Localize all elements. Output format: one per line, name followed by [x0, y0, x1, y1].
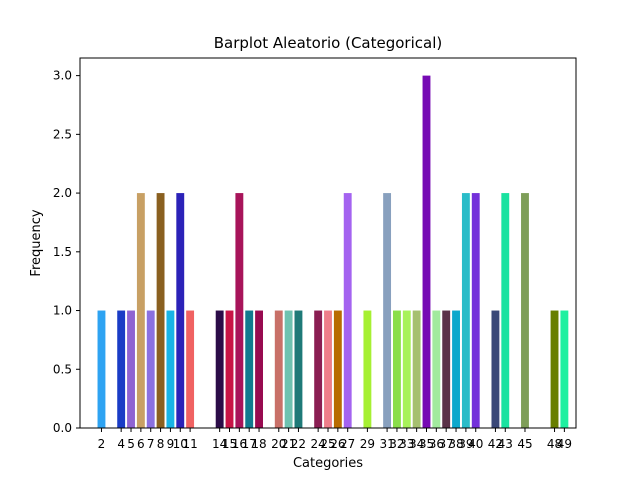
- x-tick-label-18: 18: [251, 437, 266, 451]
- bar-17: [245, 310, 254, 428]
- y-tick-label-0.5: 0.5: [53, 362, 72, 376]
- x-tick-label-20: 20: [271, 437, 286, 451]
- bar-43: [501, 193, 510, 428]
- bar-48: [550, 310, 559, 428]
- x-tick-label-40: 40: [468, 437, 483, 451]
- bar-45: [521, 193, 529, 428]
- x-tick-label-26: 26: [330, 437, 345, 451]
- y-tick-label-1.5: 1.5: [53, 245, 72, 259]
- x-tick-label-5: 5: [127, 437, 135, 451]
- bar-34: [412, 310, 421, 428]
- bar-4: [117, 310, 126, 428]
- bar-2: [97, 310, 106, 428]
- x-tick-label-48: 48: [547, 437, 562, 451]
- bar-40: [471, 193, 480, 428]
- bar-33: [402, 310, 411, 428]
- bar-42: [491, 310, 500, 428]
- y-tick-label-2.0: 2.0: [53, 186, 72, 200]
- y-tick-label-0.0: 0.0: [53, 421, 72, 435]
- x-tick-label-24: 24: [311, 437, 326, 451]
- x-tick-label-36: 36: [429, 437, 444, 451]
- x-tick-label-10: 10: [173, 437, 188, 451]
- bar-25: [324, 310, 332, 428]
- y-tick-label-3.0: 3.0: [53, 69, 72, 83]
- x-axis-label: Categories: [293, 456, 363, 471]
- x-tick-label-49: 49: [557, 437, 572, 451]
- y-axis-label: Frequency: [29, 209, 44, 276]
- bar-22: [294, 310, 303, 428]
- bar-series: [97, 75, 569, 429]
- bar-11: [186, 310, 195, 428]
- bar-26: [333, 310, 342, 428]
- x-tick-label-38: 38: [448, 437, 463, 451]
- x-tick-label-6: 6: [137, 437, 145, 451]
- x-tick-label-4: 4: [117, 437, 125, 451]
- bar-10: [176, 193, 185, 428]
- x-tick-label-7: 7: [147, 437, 155, 451]
- bar-37: [442, 310, 451, 428]
- bar-31: [383, 193, 392, 428]
- y-tick-label-1.0: 1.0: [53, 304, 72, 318]
- y-axis: 0.0 0.5 1.0 1.5 2.0 2.5 3.0: [53, 69, 80, 435]
- x-tick-label-15: 15: [222, 437, 237, 451]
- bar-16: [235, 193, 244, 428]
- bar-29: [363, 310, 372, 428]
- x-tick-label-27: 27: [340, 437, 355, 451]
- bar-32: [393, 310, 401, 428]
- x-tick-label-32: 32: [389, 437, 404, 451]
- x-tick-label-39: 39: [458, 437, 473, 451]
- x-tick-label-43: 43: [498, 437, 513, 451]
- bar-6: [136, 193, 145, 428]
- bar-49: [560, 310, 569, 428]
- bar-38: [452, 310, 460, 428]
- x-tick-label-2: 2: [98, 437, 106, 451]
- bar-36: [432, 310, 441, 428]
- x-tick-label-31: 31: [379, 437, 394, 451]
- x-tick-label-42: 42: [488, 437, 503, 451]
- x-tick-label-35: 35: [419, 437, 434, 451]
- x-tick-label-17: 17: [242, 437, 257, 451]
- x-tick-label-37: 37: [439, 437, 454, 451]
- x-tick-label-21: 21: [281, 437, 296, 451]
- x-tick-label-25: 25: [320, 437, 335, 451]
- x-tick-label-8: 8: [157, 437, 165, 451]
- bar-9: [166, 310, 175, 428]
- x-tick-label-16: 16: [232, 437, 247, 451]
- bar-7: [146, 310, 155, 428]
- bar-15: [225, 310, 234, 428]
- bar-5: [127, 310, 135, 428]
- bar-18: [255, 310, 263, 428]
- y-tick-label-2.5: 2.5: [53, 127, 72, 141]
- chart-title: Barplot Aleatorio (Categorical): [214, 34, 442, 52]
- bar-20: [274, 310, 283, 428]
- x-tick-label-22: 22: [291, 437, 306, 451]
- x-tick-label-11: 11: [182, 437, 197, 451]
- x-tick-label-33: 33: [399, 437, 414, 451]
- x-tick-label-45: 45: [517, 437, 532, 451]
- bar-35: [422, 75, 431, 429]
- bar-39: [461, 193, 470, 428]
- bar-21: [284, 310, 293, 428]
- x-tick-label-9: 9: [167, 437, 175, 451]
- bar-8: [156, 193, 165, 428]
- x-tick-label-34: 34: [409, 437, 424, 451]
- x-tick-label-29: 29: [360, 437, 375, 451]
- bar-27: [343, 193, 352, 428]
- bar-24: [314, 310, 323, 428]
- x-tick-label-14: 14: [212, 437, 227, 451]
- bar-14: [215, 310, 224, 428]
